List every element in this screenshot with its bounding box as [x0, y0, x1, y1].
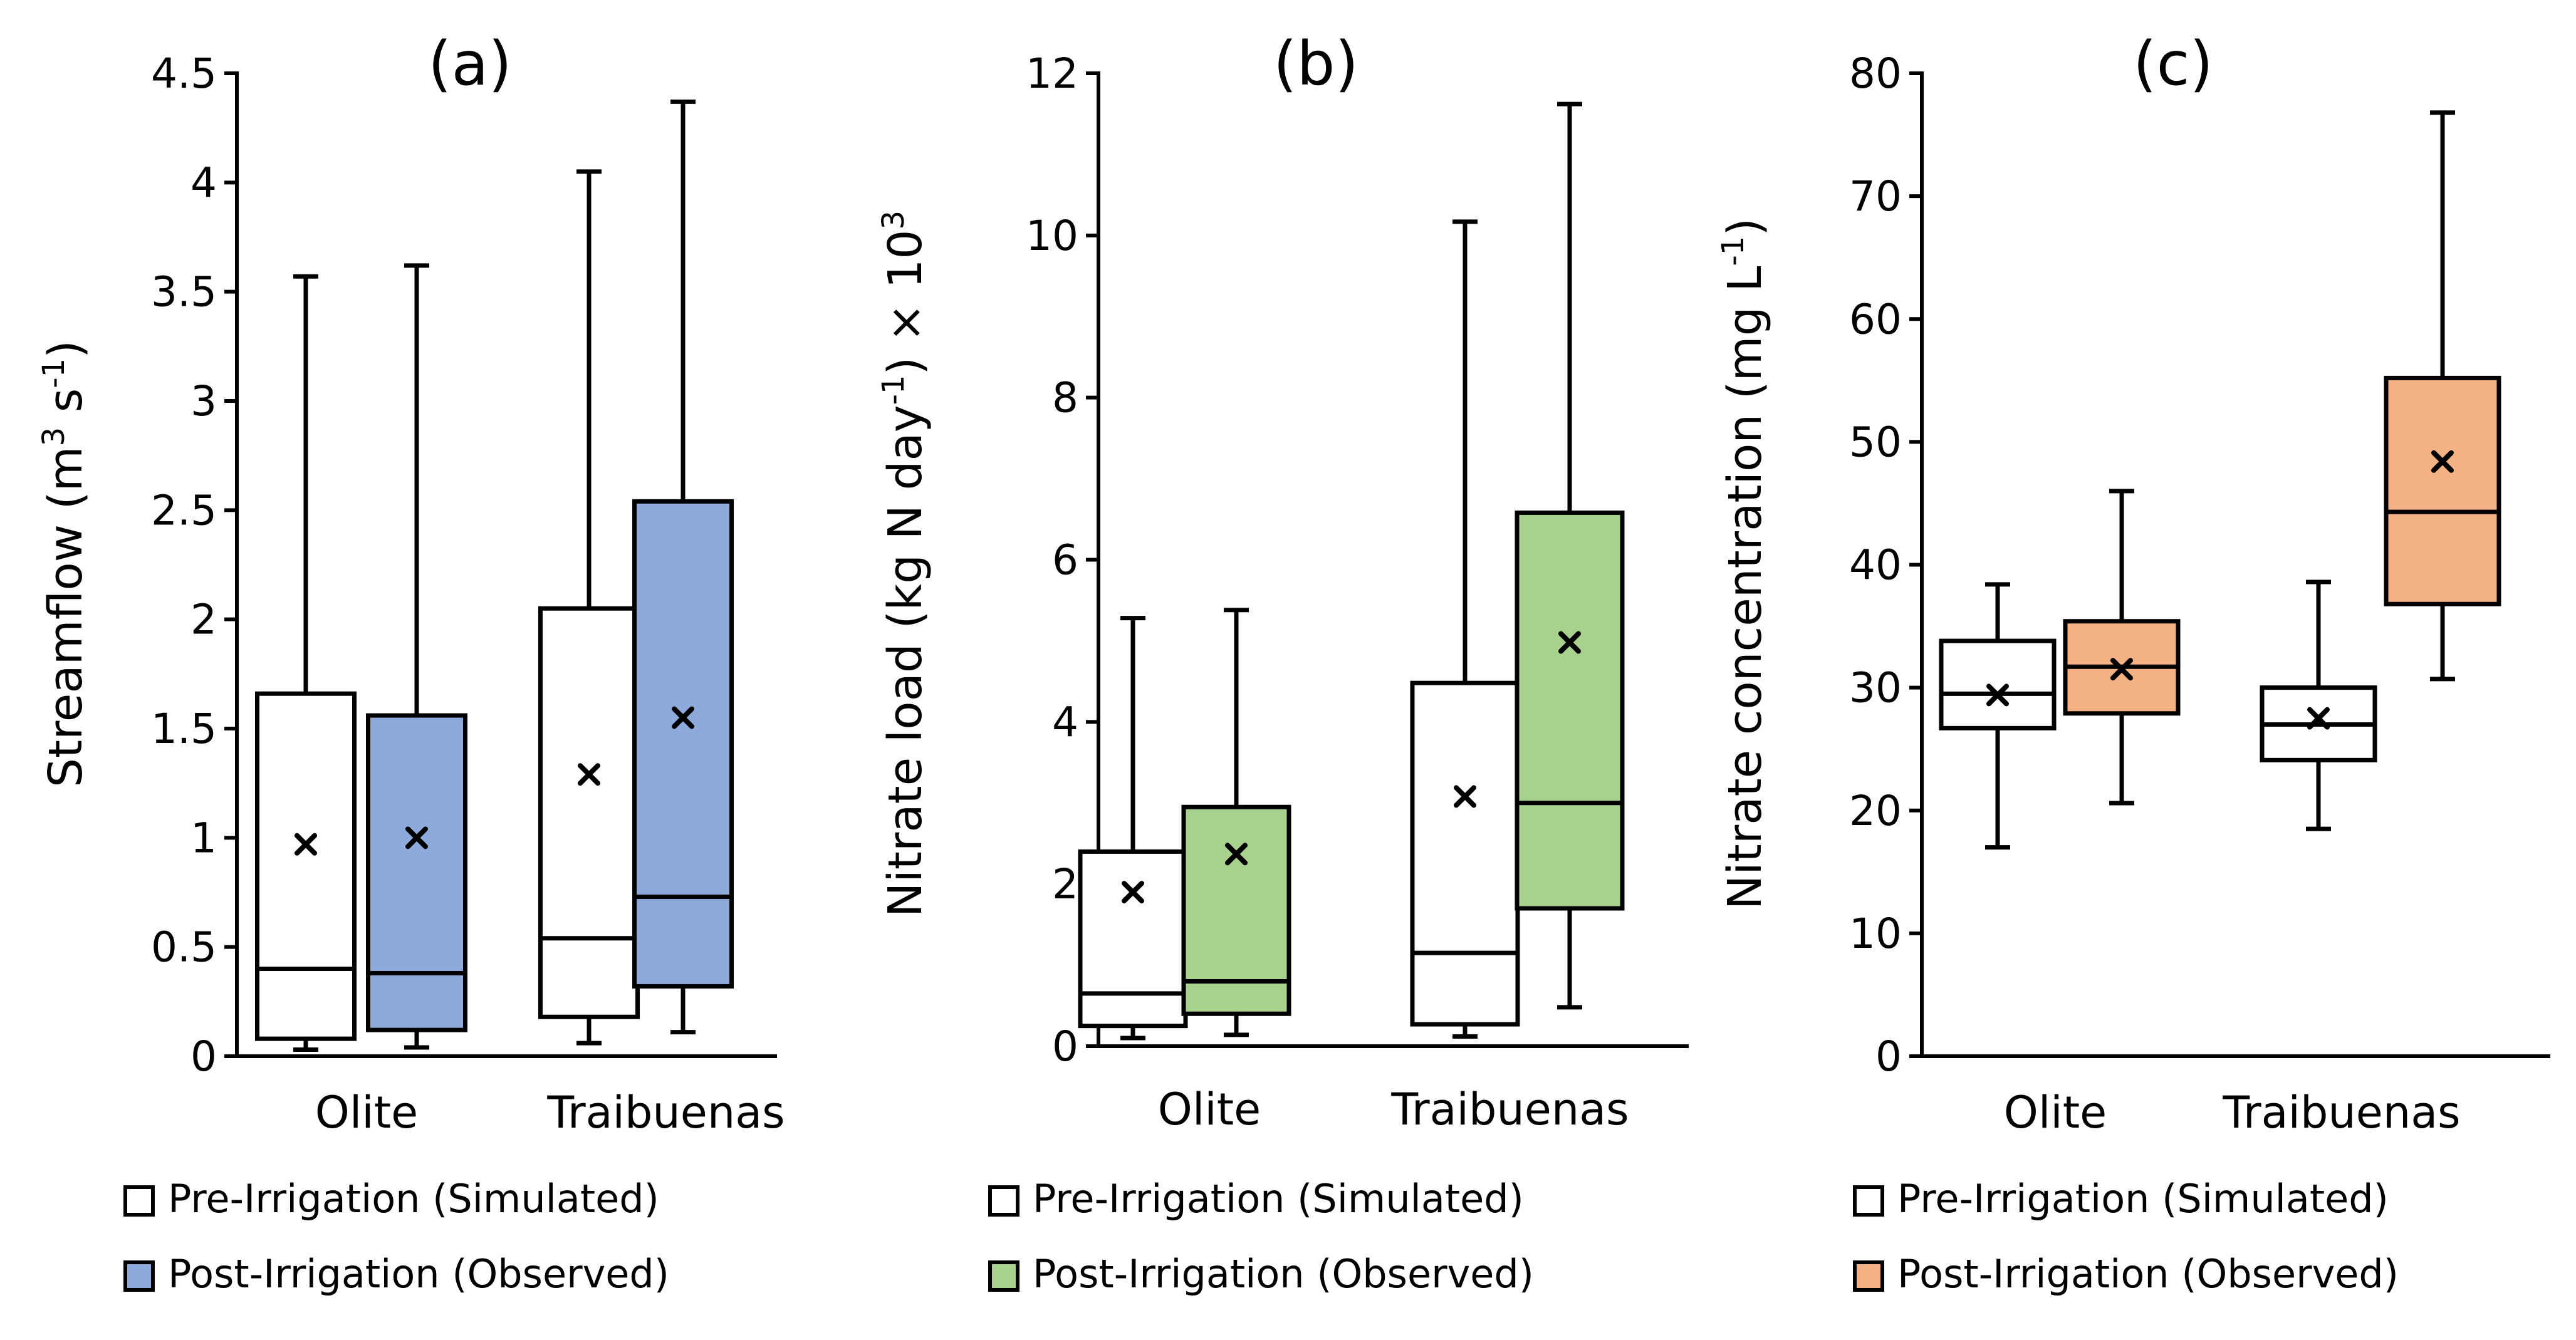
- mean-marker: [1986, 683, 2009, 707]
- category-label: Olite: [1158, 1084, 1261, 1135]
- y-tick-label: 3: [190, 377, 217, 425]
- box-plot: [255, 274, 357, 1052]
- mean-marker: [405, 826, 428, 849]
- category-label: Traibuenas: [546, 1087, 785, 1138]
- box-iqr: [1410, 680, 1520, 1027]
- legend-swatch: [123, 1185, 155, 1217]
- box-plot: [1515, 101, 1625, 1010]
- y-tick-label: 0: [190, 1032, 217, 1081]
- y-tick-label: 1.5: [151, 705, 217, 753]
- mean-marker: [1122, 881, 1144, 904]
- box-iqr: [632, 499, 734, 989]
- y-tick-label: 1: [190, 814, 217, 862]
- y-tick-label: 60: [1849, 295, 1902, 343]
- mean-marker: [2110, 658, 2133, 681]
- y-tick-label: 8: [1052, 374, 1078, 422]
- box-plot: [1410, 219, 1520, 1039]
- y-tick-label: 40: [1849, 541, 1902, 589]
- y-axis-title-part: ): [1718, 218, 1772, 236]
- y-tick-label: 2: [1052, 860, 1078, 908]
- y-tick-label: 3.5: [151, 268, 217, 316]
- y-tick-label: 2.5: [151, 486, 217, 534]
- y-axis-title-superscript: -1: [1716, 236, 1751, 266]
- panel-title: (c): [2133, 29, 2213, 99]
- mean-marker: [1225, 843, 1248, 866]
- mean-marker: [672, 706, 694, 729]
- box-plot: [1078, 616, 1188, 1041]
- panel-c: 0 10 20 30 40 50 60 70 80 (c) Nitrate concentratio…: [1716, 29, 2550, 1297]
- y-axis-title-superscript: -1: [876, 375, 911, 405]
- y-axis-title: Nitrate concentration (mg L-1): [1716, 218, 1772, 910]
- y-axis-title-superscript: 3: [36, 427, 71, 447]
- y-tick-label: 80: [1849, 49, 1902, 98]
- y-tick-label: 2: [190, 596, 217, 644]
- box-iqr: [2384, 375, 2501, 606]
- y-axis-title-superscript: -1: [36, 358, 71, 388]
- mean-marker: [295, 833, 317, 856]
- legend-label: Pre-Irrigation (Simulated): [1033, 1176, 1524, 1222]
- legend-swatch: [1853, 1185, 1884, 1217]
- y-tick-label: 12: [1026, 49, 1078, 98]
- y-axis-title: Nitrate load (kg N day-1) × 103: [876, 210, 932, 917]
- box-iqr: [1939, 638, 2057, 730]
- mean-marker: [1454, 785, 1476, 808]
- box-plot: [2063, 489, 2181, 806]
- legend-label: Post-Irrigation (Observed): [1033, 1251, 1534, 1297]
- panel-title: (b): [1273, 29, 1358, 99]
- legend-swatch: [988, 1185, 1019, 1217]
- y-axis-title-part: s: [39, 388, 93, 427]
- y-tick-label: 30: [1849, 664, 1902, 712]
- box-iqr: [366, 713, 467, 1032]
- mean-marker: [2307, 707, 2330, 730]
- box-iqr: [538, 606, 640, 1019]
- legend-swatch: [988, 1260, 1019, 1292]
- y-axis-title-superscript: 3: [876, 210, 911, 230]
- y-tick-label: 70: [1849, 172, 1902, 221]
- y-axis-title-part: Nitrate load (kg N day: [879, 405, 932, 917]
- y-axis-title-part: ) × 10: [879, 229, 932, 375]
- y-axis-title-part: Nitrate concentration (mg L: [1718, 266, 1772, 910]
- box-iqr: [1515, 510, 1625, 911]
- box-plot: [2384, 110, 2501, 682]
- category-label: Olite: [315, 1087, 419, 1138]
- legend-label: Pre-Irrigation (Simulated): [168, 1176, 659, 1222]
- panel-b: 0 2 4 6 8 10 12 (b) Nitrate load (kg N day-1) × …: [876, 29, 1689, 1297]
- box-iqr: [1078, 849, 1188, 1029]
- category-label: Olite: [2004, 1087, 2107, 1138]
- box-iqr: [255, 691, 357, 1041]
- y-tick-label: 4: [190, 158, 217, 207]
- y-tick-label: 10: [1849, 910, 1902, 958]
- y-axis-title: Streamflow (m3 s-1): [36, 340, 93, 787]
- y-tick-label: 6: [1052, 536, 1078, 584]
- legend-swatch: [1853, 1260, 1884, 1292]
- y-tick-label: 10: [1026, 212, 1078, 260]
- y-tick-label: 4: [1052, 698, 1078, 746]
- mean-marker: [578, 763, 600, 786]
- box-plot: [538, 169, 640, 1046]
- y-tick-label: 20: [1849, 787, 1902, 835]
- y-tick-label: 50: [1849, 418, 1902, 466]
- y-tick-label: 0: [1052, 1022, 1078, 1071]
- category-label: Traibuenas: [2222, 1087, 2460, 1138]
- category-label: Traibuenas: [1390, 1084, 1629, 1135]
- box-plot: [366, 263, 467, 1050]
- box-plot: [632, 99, 734, 1035]
- box-plot: [1939, 582, 2057, 850]
- y-tick-label: 0: [1875, 1032, 1902, 1081]
- legend-label: Post-Irrigation (Observed): [1897, 1251, 2399, 1297]
- panel-title: (a): [428, 29, 512, 99]
- legend-label: Pre-Irrigation (Simulated): [1897, 1176, 2389, 1222]
- panel-a: 00.511.522.533.544.5 (a)Streamflow (m3 s-…: [36, 29, 785, 1297]
- mean-marker: [2431, 450, 2454, 473]
- box-plot: [2260, 579, 2377, 831]
- legend-label: Post-Irrigation (Observed): [168, 1251, 669, 1297]
- mean-marker: [1558, 631, 1581, 654]
- y-tick-label: 0.5: [151, 923, 217, 972]
- box-plot: [1181, 608, 1291, 1037]
- legend-swatch: [123, 1260, 155, 1292]
- y-axis-title-part: ): [39, 340, 93, 358]
- y-tick-label: 4.5: [151, 49, 217, 98]
- y-axis-title-part: Streamflow (m: [39, 446, 93, 787]
